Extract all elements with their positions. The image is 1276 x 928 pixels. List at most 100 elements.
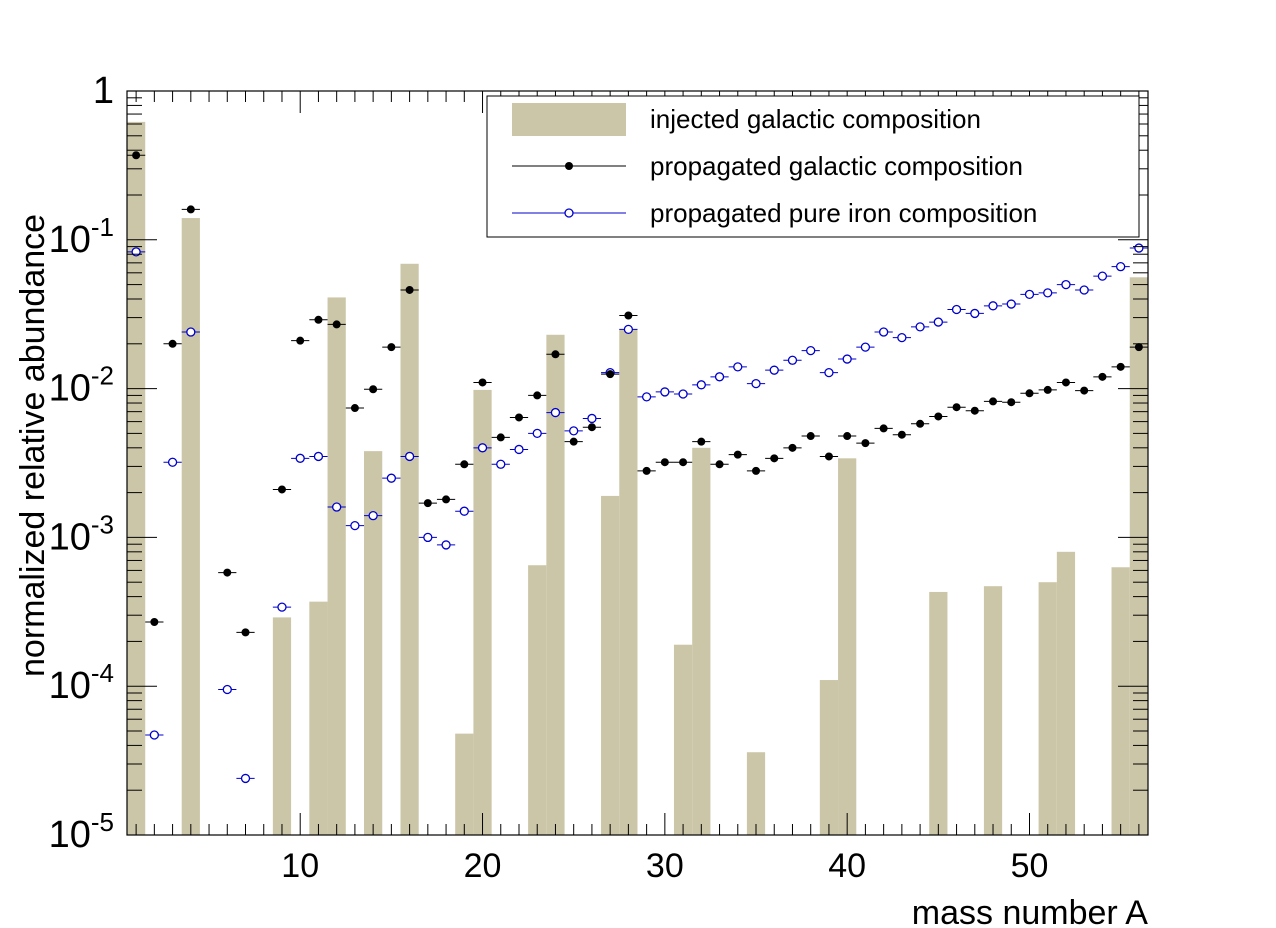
y-tick-label--3: 10-3 [49,509,114,558]
galactic-point-A45 [934,412,943,421]
galactic-point-A26 [587,423,596,432]
iron-point-A19 [459,506,469,516]
iron-point-A33 [714,372,725,382]
iron-point-A54 [1097,271,1108,281]
bar-A1 [127,121,146,836]
galactic-point-A51 [1043,385,1052,394]
iron-point-A15 [386,473,397,483]
tick-labels-layer: 10 20 30 40 50 1 10-1 10-2 10-3 10-4 10-5 [49,70,1049,885]
x-tick-label-40: 40 [828,847,866,885]
galactic-point-A13 [350,404,359,413]
galactic-point-A10 [296,336,305,345]
galactic-point-A41 [861,439,870,448]
galactic-point-A50 [1025,389,1034,398]
bar-A32 [692,447,711,835]
iron-point-A34 [733,362,743,372]
iron-point-A50 [1024,289,1035,299]
iron-point-A51 [1043,288,1053,298]
x-tick-label-50: 50 [1011,847,1049,885]
y-tick-label--1: 10-1 [49,212,114,261]
legend-label-iron: propagated pure iron composition [650,198,1037,228]
y-tick-label--2: 10-2 [49,361,114,410]
y-tick-label-0: 1 [93,70,114,112]
iron-point-A4 [186,327,196,337]
galactic-point-A22 [514,413,523,422]
bar-A51 [1038,582,1057,835]
iron-point-A3 [167,457,178,467]
bar-A27 [601,495,620,835]
legend-marker-iron [564,208,574,218]
galactic-point-A44 [916,419,925,428]
iron-point-A16 [404,451,415,462]
bar-A35 [746,752,766,835]
iron-point-A45 [933,317,943,327]
iron-point-A29 [641,392,652,402]
legend-label-galactic: propagated galactic composition [650,151,1023,181]
iron-point-A37 [787,355,798,365]
bar-A20 [473,389,492,835]
legend-marker-galactic [565,162,573,170]
markers-layer [127,151,1148,784]
iron-point-A9 [277,602,287,612]
legend-label-injected: injected galactic composition [650,104,981,134]
galactic-point-A7 [241,628,250,637]
y-tick-label--5: 10-5 [49,807,114,856]
galactic-point-A28 [624,311,633,320]
bar-A28 [619,329,638,835]
galactic-point-A9 [277,485,286,494]
iron-point-A47 [970,308,980,319]
galactic-point-A21 [496,433,505,442]
bar-A31 [673,644,693,835]
iron-point-A32 [696,380,706,390]
galactic-point-A37 [788,443,797,452]
galactic-point-A17 [423,499,432,508]
iron-point-A52 [1061,279,1071,290]
galactic-point-A49 [1007,398,1016,407]
galactic-point-A48 [989,397,998,406]
galactic-point-A11 [314,315,323,324]
iron-point-A48 [988,301,998,311]
galactic-point-A31 [679,458,688,467]
bar-A19 [455,733,474,835]
iron-point-A30 [660,387,670,397]
x-axis-title: mass number A [912,894,1149,928]
iron-point-A36 [769,365,779,375]
galactic-point-A52 [1061,378,1070,387]
iron-point-A38 [806,345,816,356]
galactic-point-A40 [843,432,852,441]
galactic-point-A18 [442,495,451,504]
galactic-point-A24 [551,350,560,359]
galactic-point-A42 [879,424,888,433]
iron-point-A2 [149,730,159,740]
iron-point-A44 [915,322,925,332]
galactic-point-A20 [478,378,487,387]
galactic-point-A54 [1098,372,1107,381]
iron-point-A24 [550,407,561,418]
bar-A11 [309,601,328,835]
x-tick-label-20: 20 [464,847,502,885]
iron-point-A53 [1079,285,1089,295]
galactic-point-A39 [824,452,833,461]
iron-point-A31 [678,389,688,399]
iron-point-A7 [240,773,251,784]
bars-layer [127,121,1148,836]
galactic-point-A36 [770,454,779,463]
iron-point-A28 [623,324,634,335]
bar-A12 [327,297,346,836]
bar-A24 [546,334,565,835]
galactic-point-A25 [569,437,578,446]
galactic-point-A1 [132,151,141,160]
bar-A56 [1129,277,1148,835]
bar-A4 [181,218,200,835]
iron-point-A39 [824,367,834,378]
galactic-point-A30 [660,458,669,467]
bar-A52 [1056,551,1076,835]
galactic-point-A19 [460,460,469,469]
iron-point-A55 [1116,262,1126,272]
galactic-point-A27 [606,370,615,379]
iron-point-A46 [951,304,962,315]
galactic-point-A55 [1116,362,1125,371]
galactic-point-A16 [405,285,414,294]
galactic-point-A4 [186,205,195,214]
